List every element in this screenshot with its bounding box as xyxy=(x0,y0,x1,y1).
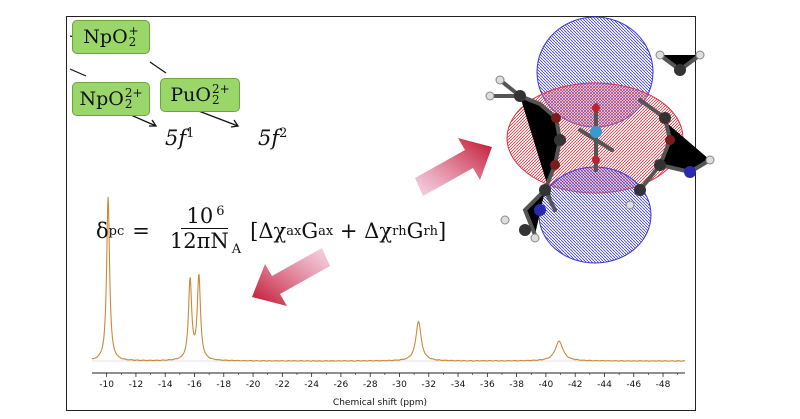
arrow-to-5f2 xyxy=(195,109,239,127)
x-tick-label: -22 xyxy=(275,380,290,390)
ion-box-npo2-plus: NpO +2 xyxy=(72,20,150,54)
config-5f1: 5f1 xyxy=(165,126,195,150)
x-tick-label: -40 xyxy=(539,380,554,390)
x-tick-label: -10 xyxy=(99,380,114,390)
connector-line-np-pu xyxy=(149,61,167,74)
spectrum-plot: -10 -12 -14 -16 -18 -20 -22 -24 -26 -28 -30 -32 -34 -… xyxy=(91,197,686,390)
ion-box-npo2-2plus: NpO 2+ 2 xyxy=(72,82,150,116)
spectrum-line xyxy=(91,197,686,362)
x-tick-label: -20 xyxy=(246,380,261,390)
x-axis-ticks xyxy=(106,373,678,377)
blue-lobe-bottom xyxy=(538,166,652,264)
x-axis-tick-labels: -10 -12 -14 -16 -18 -20 -22 -24 -26 -28 -30 -32 -34 -… xyxy=(99,380,670,390)
x-tick-label: -34 xyxy=(451,380,466,390)
x-tick-label: -24 xyxy=(304,380,319,390)
x-tick-label: -36 xyxy=(480,380,495,390)
x-tick-label: -16 xyxy=(187,380,202,390)
figure-frame xyxy=(66,16,696,411)
x-tick-label: -14 xyxy=(158,380,173,390)
x-tick-label: -28 xyxy=(363,380,378,390)
x-axis-title: Chemical shift (ppm) xyxy=(332,398,428,408)
x-tick-label: -44 xyxy=(597,380,612,390)
x-tick-label: -26 xyxy=(334,380,349,390)
arrow-up-right-icon xyxy=(415,138,492,196)
x-tick-label: -32 xyxy=(421,380,436,390)
x-tick-label: -12 xyxy=(129,380,144,390)
x-tick-label: -46 xyxy=(626,380,641,390)
x-tick-label: -42 xyxy=(568,380,583,390)
x-tick-label: -38 xyxy=(509,380,524,390)
x-tick-label: -48 xyxy=(656,380,671,390)
ion-box-puo2-2plus: PuO 2+ 2 xyxy=(160,78,240,112)
arrow-down-left-icon xyxy=(252,248,330,306)
molecule-illustration xyxy=(485,16,715,264)
connector-line-middle xyxy=(69,68,87,77)
x-tick-label: -30 xyxy=(392,380,407,390)
x-tick-label: -18 xyxy=(216,380,231,390)
config-5f2: 5f2 xyxy=(258,126,288,150)
